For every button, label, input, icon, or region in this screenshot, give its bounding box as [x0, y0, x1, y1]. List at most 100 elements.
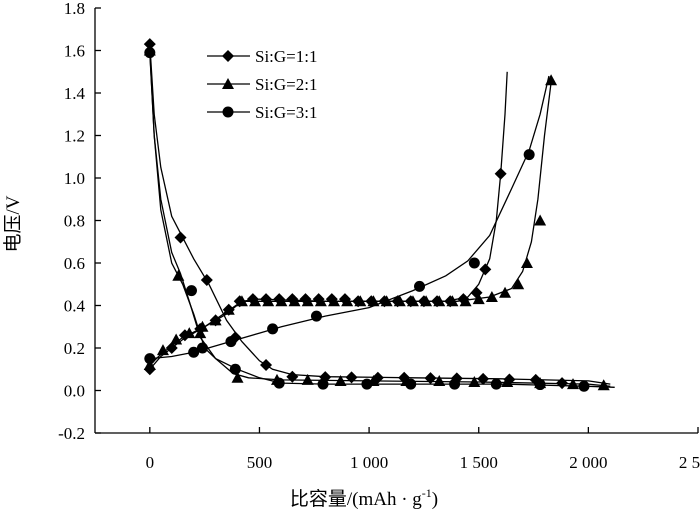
data-point [494, 167, 507, 180]
data-point [267, 323, 279, 335]
legend-entry: Si:G=3:1 [207, 103, 318, 122]
legend-label: Si:G=3:1 [255, 103, 318, 122]
data-point [334, 374, 347, 386]
data-point [345, 371, 358, 384]
data-point [249, 295, 262, 307]
data-point [229, 363, 241, 375]
y-tick-label: 1.0 [64, 169, 85, 188]
data-point [367, 295, 380, 307]
data-point [156, 344, 169, 356]
y-tick-label: 0.4 [64, 297, 86, 316]
series-diamond [143, 38, 611, 390]
data-point [449, 378, 461, 390]
data-point [534, 379, 546, 391]
data-point [477, 372, 490, 385]
charge-line [149, 75, 550, 360]
data-point [301, 373, 314, 385]
data-point [490, 378, 502, 390]
x-tick-label: 1 500 [460, 453, 498, 472]
y-tick-label: 1.8 [64, 0, 85, 18]
data-point [472, 293, 485, 305]
data-point [174, 231, 187, 244]
x-tick-label: 2 500 [679, 453, 700, 472]
y-tick-label: -0.2 [58, 424, 85, 443]
data-point [225, 336, 237, 348]
legend-label: Si:G=1:1 [255, 47, 318, 66]
y-tick-label: 0.6 [64, 254, 85, 273]
data-point [144, 353, 156, 365]
data-point [165, 342, 178, 354]
data-point [196, 342, 208, 354]
data-point [260, 359, 273, 371]
data-point [275, 295, 288, 307]
data-point [485, 291, 498, 302]
data-point [235, 295, 248, 307]
data-point [534, 214, 547, 226]
data-point [446, 295, 459, 307]
data-point [512, 278, 525, 290]
y-tick-label: 0.8 [64, 212, 85, 231]
x-axis-title-close: ) [432, 489, 438, 510]
x-tick-label: 500 [247, 453, 273, 472]
discharge-line [149, 44, 611, 385]
data-point [354, 295, 367, 307]
y-tick-label: 1.6 [64, 42, 85, 61]
data-point [393, 295, 406, 307]
data-point [406, 295, 419, 307]
legend-entry: Si:G=1:1 [207, 47, 318, 66]
data-point [420, 295, 433, 307]
ticks: -0.2 0.0 0.2 0.4 0.6 0.8 1.0 1.2 1.4 1.6 1.8 0 500 1 … [58, 0, 700, 472]
data-point [222, 303, 235, 315]
plot-area [143, 38, 615, 392]
data-point [185, 285, 197, 297]
data-point [286, 370, 299, 383]
data-point [301, 295, 314, 307]
data-point [523, 149, 535, 161]
data-point [433, 295, 446, 307]
data-point [341, 295, 354, 307]
data-point [183, 327, 196, 339]
x-axis-title-sup: -1 [422, 486, 432, 500]
series-circle [144, 47, 615, 392]
data-point [200, 274, 213, 286]
data-point [143, 38, 156, 51]
data-point [545, 74, 558, 86]
x-tick-label: 1 000 [350, 453, 388, 472]
data-point [459, 295, 472, 307]
legend-label: Si:G=2:1 [255, 75, 318, 94]
data-point [479, 263, 492, 276]
y-tick-label: 0.0 [64, 382, 85, 401]
data-point [144, 47, 156, 59]
data-point [317, 378, 329, 390]
data-point [273, 377, 285, 389]
data-point [314, 295, 327, 307]
data-point [414, 280, 426, 292]
data-point [188, 346, 200, 358]
x-tick-label: 2 000 [569, 453, 607, 472]
x-axis-title-main: 比容量/(mAh · g [290, 488, 422, 510]
data-point [209, 314, 222, 326]
data-point [288, 295, 301, 307]
data-point [170, 333, 183, 345]
data-point [143, 359, 156, 370]
data-point [405, 378, 417, 390]
legend: Si:G=1:1 Si:G=2:1 Si:G=3:1 [207, 47, 318, 122]
y-tick-label: 1.2 [64, 127, 85, 146]
data-point [520, 257, 533, 268]
y-axis-title: 电压/V [2, 195, 24, 252]
legend-marker [222, 106, 234, 118]
data-point [231, 371, 244, 383]
y-tick-label: 0.2 [64, 339, 85, 358]
data-point [310, 310, 322, 322]
y-tick-label: 1.4 [64, 84, 86, 103]
data-point [328, 295, 341, 307]
data-point [468, 257, 480, 269]
data-point [578, 380, 590, 392]
data-point [433, 374, 446, 386]
data-point [262, 295, 275, 307]
x-axis-title: 比容量/(mAh · g-1) [290, 486, 438, 510]
x-tick-label: 0 [146, 453, 155, 472]
discharge-line [149, 52, 615, 388]
data-point [246, 293, 259, 306]
